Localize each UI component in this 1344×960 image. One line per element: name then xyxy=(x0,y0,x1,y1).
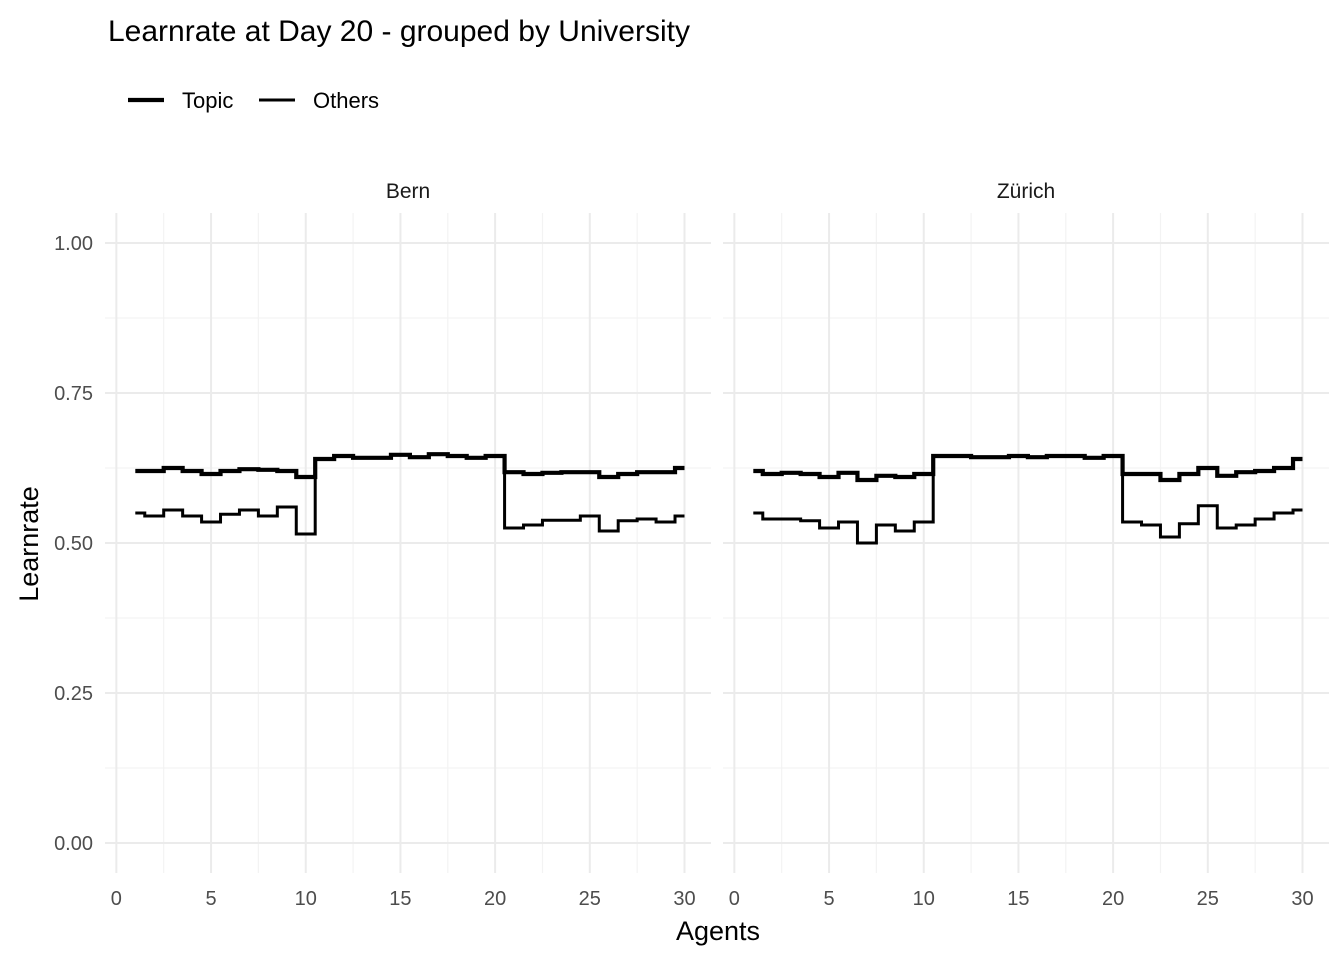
x-tick-label: 15 xyxy=(1007,888,1029,910)
x-tick-label: 25 xyxy=(579,888,601,910)
x-tick-label: 0 xyxy=(111,888,122,910)
legend-label-others: Others xyxy=(313,88,379,113)
panel-1: Zürich 0 5 10 15 20 25 30 xyxy=(723,180,1329,910)
x-tick-label: 10 xyxy=(913,888,935,910)
legend: Topic Others xyxy=(128,88,379,113)
panel-0: Bern 0 5 10 15 20 25 30 0.00 0.25 0.50 0.75 1.00 xyxy=(54,180,711,910)
x-tick-label: 20 xyxy=(1102,888,1124,910)
chart-title: Learnrate at Day 20 - grouped by Univers… xyxy=(108,15,690,48)
y-axis-title: Learnrate xyxy=(14,486,44,602)
facet-label: Bern xyxy=(386,180,430,203)
x-tick-label: 25 xyxy=(1197,888,1219,910)
y-tick-label: 0.50 xyxy=(54,533,93,555)
x-tick-label: 5 xyxy=(205,888,216,910)
series-line-others xyxy=(753,454,1303,545)
x-tick-label: 0 xyxy=(729,888,740,910)
y-tick-label: 0.75 xyxy=(54,383,93,405)
legend-label-topic: Topic xyxy=(182,88,233,113)
y-tick-label: 0.00 xyxy=(54,833,93,855)
x-tick-label: 20 xyxy=(484,888,506,910)
x-tick-label: 5 xyxy=(823,888,834,910)
x-tick-label: 30 xyxy=(673,888,695,910)
x-tick-label: 15 xyxy=(389,888,411,910)
y-tick-label: 1.00 xyxy=(54,233,93,255)
facet-label: Zürich xyxy=(997,180,1055,203)
x-tick-label: 10 xyxy=(295,888,317,910)
facet-panels: Bern 0 5 10 15 20 25 30 0.00 0.25 0.50 0.75 1.00 Züri… xyxy=(54,180,1329,910)
x-axis-title: Agents xyxy=(676,916,760,946)
series-line-others xyxy=(135,452,685,536)
y-tick-label: 0.25 xyxy=(54,683,93,705)
x-tick-label: 30 xyxy=(1291,888,1313,910)
